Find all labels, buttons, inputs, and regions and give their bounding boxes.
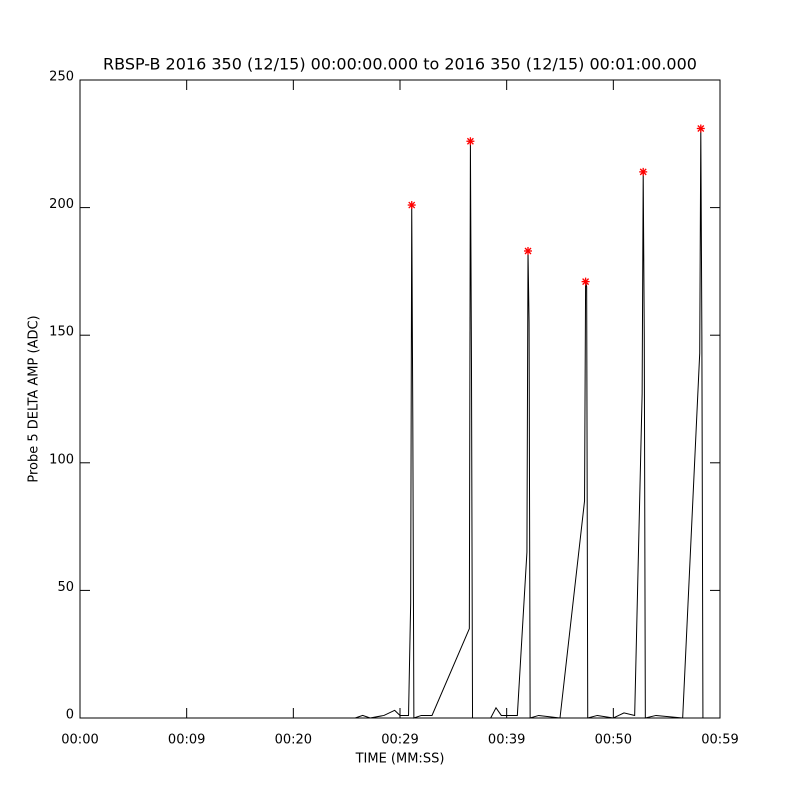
- x-tick-label: 00:50: [595, 733, 632, 748]
- y-tick-label: 100: [49, 452, 74, 467]
- y-tick-label: 0: [66, 708, 74, 723]
- peak-marker: [466, 137, 475, 146]
- x-tick-label: 00:20: [275, 733, 312, 748]
- x-tick-label: 00:00: [61, 733, 98, 748]
- x-tick-label: 00:09: [168, 733, 205, 748]
- peak-marker: [696, 124, 705, 133]
- peak-marker: [407, 201, 416, 210]
- y-axis-label: Probe 5 DELTA AMP (ADC): [27, 315, 42, 482]
- y-tick-label: 150: [49, 325, 74, 340]
- x-axis-label: TIME (MM:SS): [355, 752, 445, 767]
- y-tick-label: 200: [49, 197, 74, 212]
- y-tick-label: 250: [49, 70, 74, 85]
- peak-marker: [581, 277, 590, 286]
- data-line: [355, 128, 715, 719]
- plot-frame: [79, 79, 721, 719]
- x-tick-label: 00:39: [488, 733, 525, 748]
- x-tick-label: 00:29: [381, 733, 418, 748]
- peak-marker: [524, 246, 532, 255]
- peak-marker: [639, 167, 648, 176]
- chart-title: RBSP-B 2016 350 (12/15) 00:00:00.000 to …: [103, 55, 697, 74]
- x-tick-label: 00:59: [701, 733, 738, 748]
- y-tick-label: 50: [57, 580, 74, 595]
